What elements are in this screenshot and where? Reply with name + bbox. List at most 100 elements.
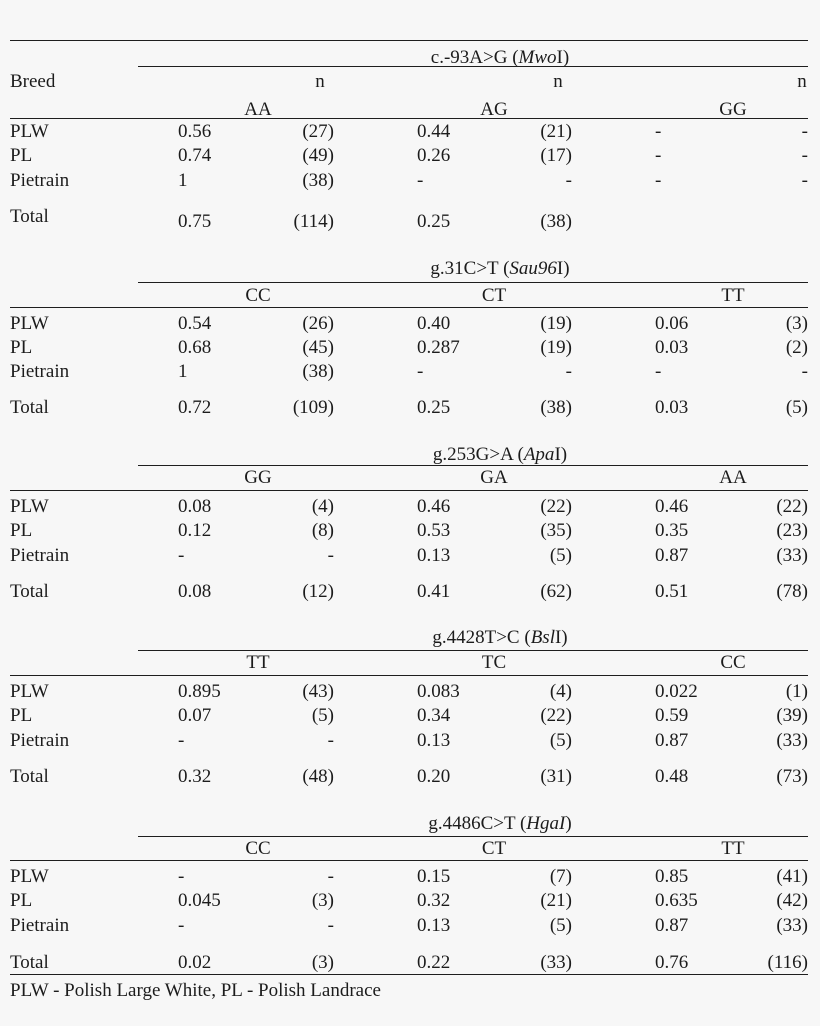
count-cell: (5) — [549, 915, 572, 936]
count-cell: - — [327, 545, 334, 566]
count-cell: (3) — [311, 890, 334, 911]
count-cell: (33) — [776, 730, 808, 751]
frequency-cell: 0.15 — [417, 866, 451, 887]
header-rule — [10, 307, 808, 308]
frequency-cell: 0.25 — [417, 397, 451, 418]
frequency-cell: 0.72 — [178, 397, 212, 418]
frequency-cell: 0.53 — [417, 520, 451, 541]
n-column-header: n — [315, 71, 325, 92]
frequency-cell: - — [655, 361, 662, 382]
frequency-cell: - — [655, 145, 662, 166]
marker-title: g.253G>A (ApaI) — [432, 444, 568, 465]
count-cell: (31) — [540, 766, 572, 787]
genotype-header: AA — [719, 467, 747, 488]
count-cell: (21) — [540, 121, 572, 142]
frequency-cell: 0.287 — [417, 337, 460, 358]
count-cell: (35) — [540, 520, 572, 541]
frequency-cell: 0.54 — [178, 313, 212, 334]
frequency-cell: 0.08 — [178, 496, 212, 517]
header-rule — [10, 490, 808, 491]
marker-rule — [138, 465, 808, 466]
count-cell: (33) — [540, 952, 572, 973]
frequency-cell: 0.76 — [655, 952, 689, 973]
frequency-cell: 0.635 — [655, 890, 698, 911]
frequency-cell: - — [655, 121, 662, 142]
frequency-cell: 0.48 — [655, 766, 689, 787]
count-cell: (4) — [311, 496, 334, 517]
count-cell: (7) — [549, 866, 572, 887]
frequency-cell: - — [178, 915, 185, 936]
genotype-header: AA — [244, 99, 272, 120]
frequency-cell: 0.51 — [655, 581, 689, 602]
genotype-header: GG — [244, 467, 272, 488]
frequency-cell: - — [178, 545, 185, 566]
table-row-breed: PLW — [10, 681, 49, 702]
total-row-label: Total — [10, 206, 49, 227]
header-rule — [10, 675, 808, 676]
header-rule — [10, 118, 808, 119]
genotype-header: AG — [480, 99, 508, 120]
frequency-cell: 0.08 — [178, 581, 212, 602]
count-cell: - — [801, 145, 808, 166]
count-cell: (33) — [776, 915, 808, 936]
marker-rule — [138, 66, 808, 67]
count-cell: - — [801, 121, 808, 142]
count-cell: (3) — [311, 952, 334, 973]
count-cell: (2) — [785, 337, 808, 358]
frequency-cell: 0.25 — [417, 211, 451, 232]
count-cell: (78) — [776, 581, 808, 602]
genotype-header: CC — [245, 285, 271, 306]
count-cell: (49) — [302, 145, 334, 166]
count-cell: (38) — [302, 361, 334, 382]
breed-column-header: Breed — [10, 71, 56, 92]
table-row-breed: Pietrain — [10, 915, 70, 936]
frequency-cell: 0.59 — [655, 705, 689, 726]
table-row-breed: Pietrain — [10, 361, 70, 382]
count-cell: - — [327, 730, 334, 751]
count-cell: (8) — [311, 520, 334, 541]
marker-title: g.4486C>T (HgaI) — [428, 813, 572, 834]
table-row-breed: PL — [10, 890, 33, 911]
total-row-label: Total — [10, 766, 49, 787]
count-cell: - — [801, 170, 808, 191]
frequency-cell: - — [417, 170, 424, 191]
frequency-cell: 0.68 — [178, 337, 212, 358]
frequency-cell: 0.46 — [417, 496, 451, 517]
table-row-breed: Pietrain — [10, 170, 70, 191]
genotype-header: GG — [719, 99, 747, 120]
count-cell: (5) — [549, 545, 572, 566]
total-row-label: Total — [10, 581, 49, 602]
frequency-cell: 0.895 — [178, 681, 221, 702]
total-row-label: Total — [10, 397, 49, 418]
genotype-header: TT — [246, 652, 270, 673]
top-rule — [10, 40, 808, 41]
frequency-cell: 0.41 — [417, 581, 451, 602]
frequency-cell: 0.022 — [655, 681, 698, 702]
marker-rule — [138, 650, 808, 651]
frequency-cell: 0.20 — [417, 766, 451, 787]
frequency-cell: 0.083 — [417, 681, 460, 702]
frequency-cell: 0.34 — [417, 705, 451, 726]
count-cell: (19) — [540, 337, 572, 358]
genotype-header: CC — [720, 652, 746, 673]
bottom-rule — [10, 974, 808, 975]
frequency-cell: 0.87 — [655, 730, 689, 751]
frequency-cell: 0.40 — [417, 313, 451, 334]
genotype-header: CC — [245, 838, 271, 859]
count-cell: (5) — [311, 705, 334, 726]
count-cell: (41) — [776, 866, 808, 887]
table-row-breed: PL — [10, 337, 33, 358]
frequency-cell: 0.06 — [655, 313, 689, 334]
table-row-breed: PL — [10, 145, 33, 166]
count-cell: (43) — [302, 681, 334, 702]
frequency-cell: 0.13 — [417, 730, 451, 751]
count-cell: (22) — [540, 705, 572, 726]
header-rule — [10, 860, 808, 861]
count-cell: (33) — [776, 545, 808, 566]
frequency-cell: 1 — [178, 361, 188, 382]
count-cell: - — [327, 915, 334, 936]
frequency-cell: 0.03 — [655, 397, 689, 418]
count-cell: (114) — [293, 211, 334, 232]
count-cell: (21) — [540, 890, 572, 911]
table-row-breed: PLW — [10, 866, 49, 887]
